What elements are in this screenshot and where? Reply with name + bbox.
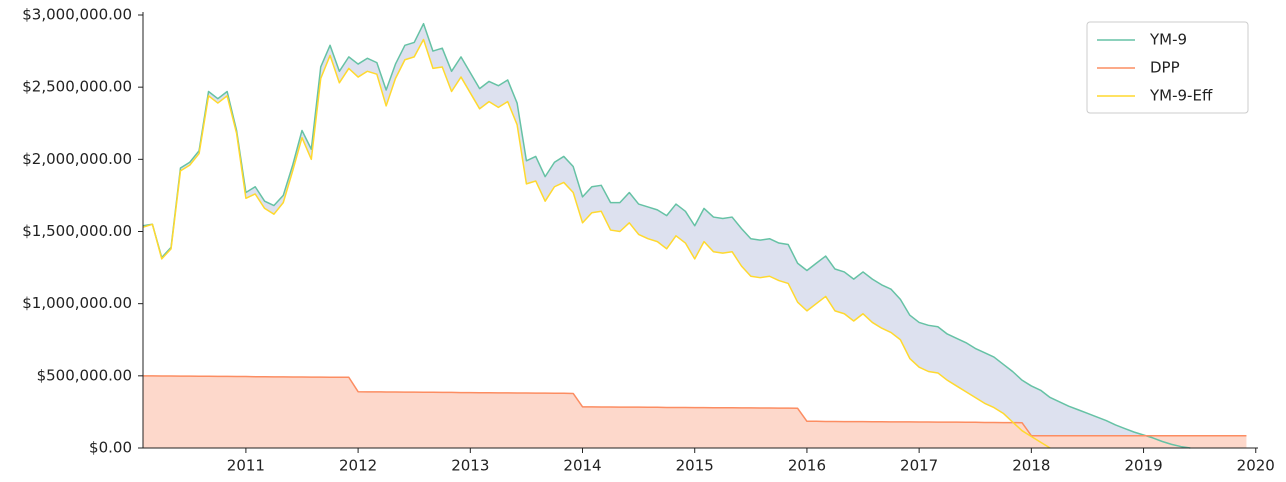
legend-box [1086, 21, 1249, 114]
area [143, 375, 1247, 448]
y-tick-label: $1,500,000.00 [22, 222, 132, 240]
y-tick-label: $0.00 [89, 439, 132, 457]
x-tick-label: 2020 [1237, 457, 1275, 475]
legend: YM-9 DPP YM-9-Eff [1086, 21, 1249, 114]
x-tick-label: 2013 [451, 457, 489, 475]
legend-label: YM-9 [1149, 31, 1187, 49]
x-tick-label: 2011 [227, 457, 265, 475]
line [142, 22, 1191, 449]
x-tick-label: 2016 [788, 457, 826, 475]
y-tick-label: $3,000,000.00 [22, 6, 132, 24]
y-tick-label: $1,000,000.00 [22, 294, 132, 312]
y-tick-label: $2,000,000.00 [22, 150, 132, 168]
y-tick-label: $2,500,000.00 [22, 78, 132, 96]
x-tick-label: 2015 [676, 457, 714, 475]
fill-between [143, 23, 1191, 448]
x-tick-label: 2019 [1124, 457, 1162, 475]
x-tick-label: 2012 [339, 457, 377, 475]
x-tick-label: 2017 [900, 457, 938, 475]
legend-label: DPP [1150, 59, 1180, 77]
y-tick-label: $500,000.00 [37, 366, 132, 384]
x-tick-label: 2018 [1012, 457, 1050, 475]
legend-label: YM-9-Eff [1149, 87, 1213, 105]
x-tick-label: 2014 [563, 457, 601, 475]
line [142, 38, 1051, 449]
line [143, 375, 1247, 437]
